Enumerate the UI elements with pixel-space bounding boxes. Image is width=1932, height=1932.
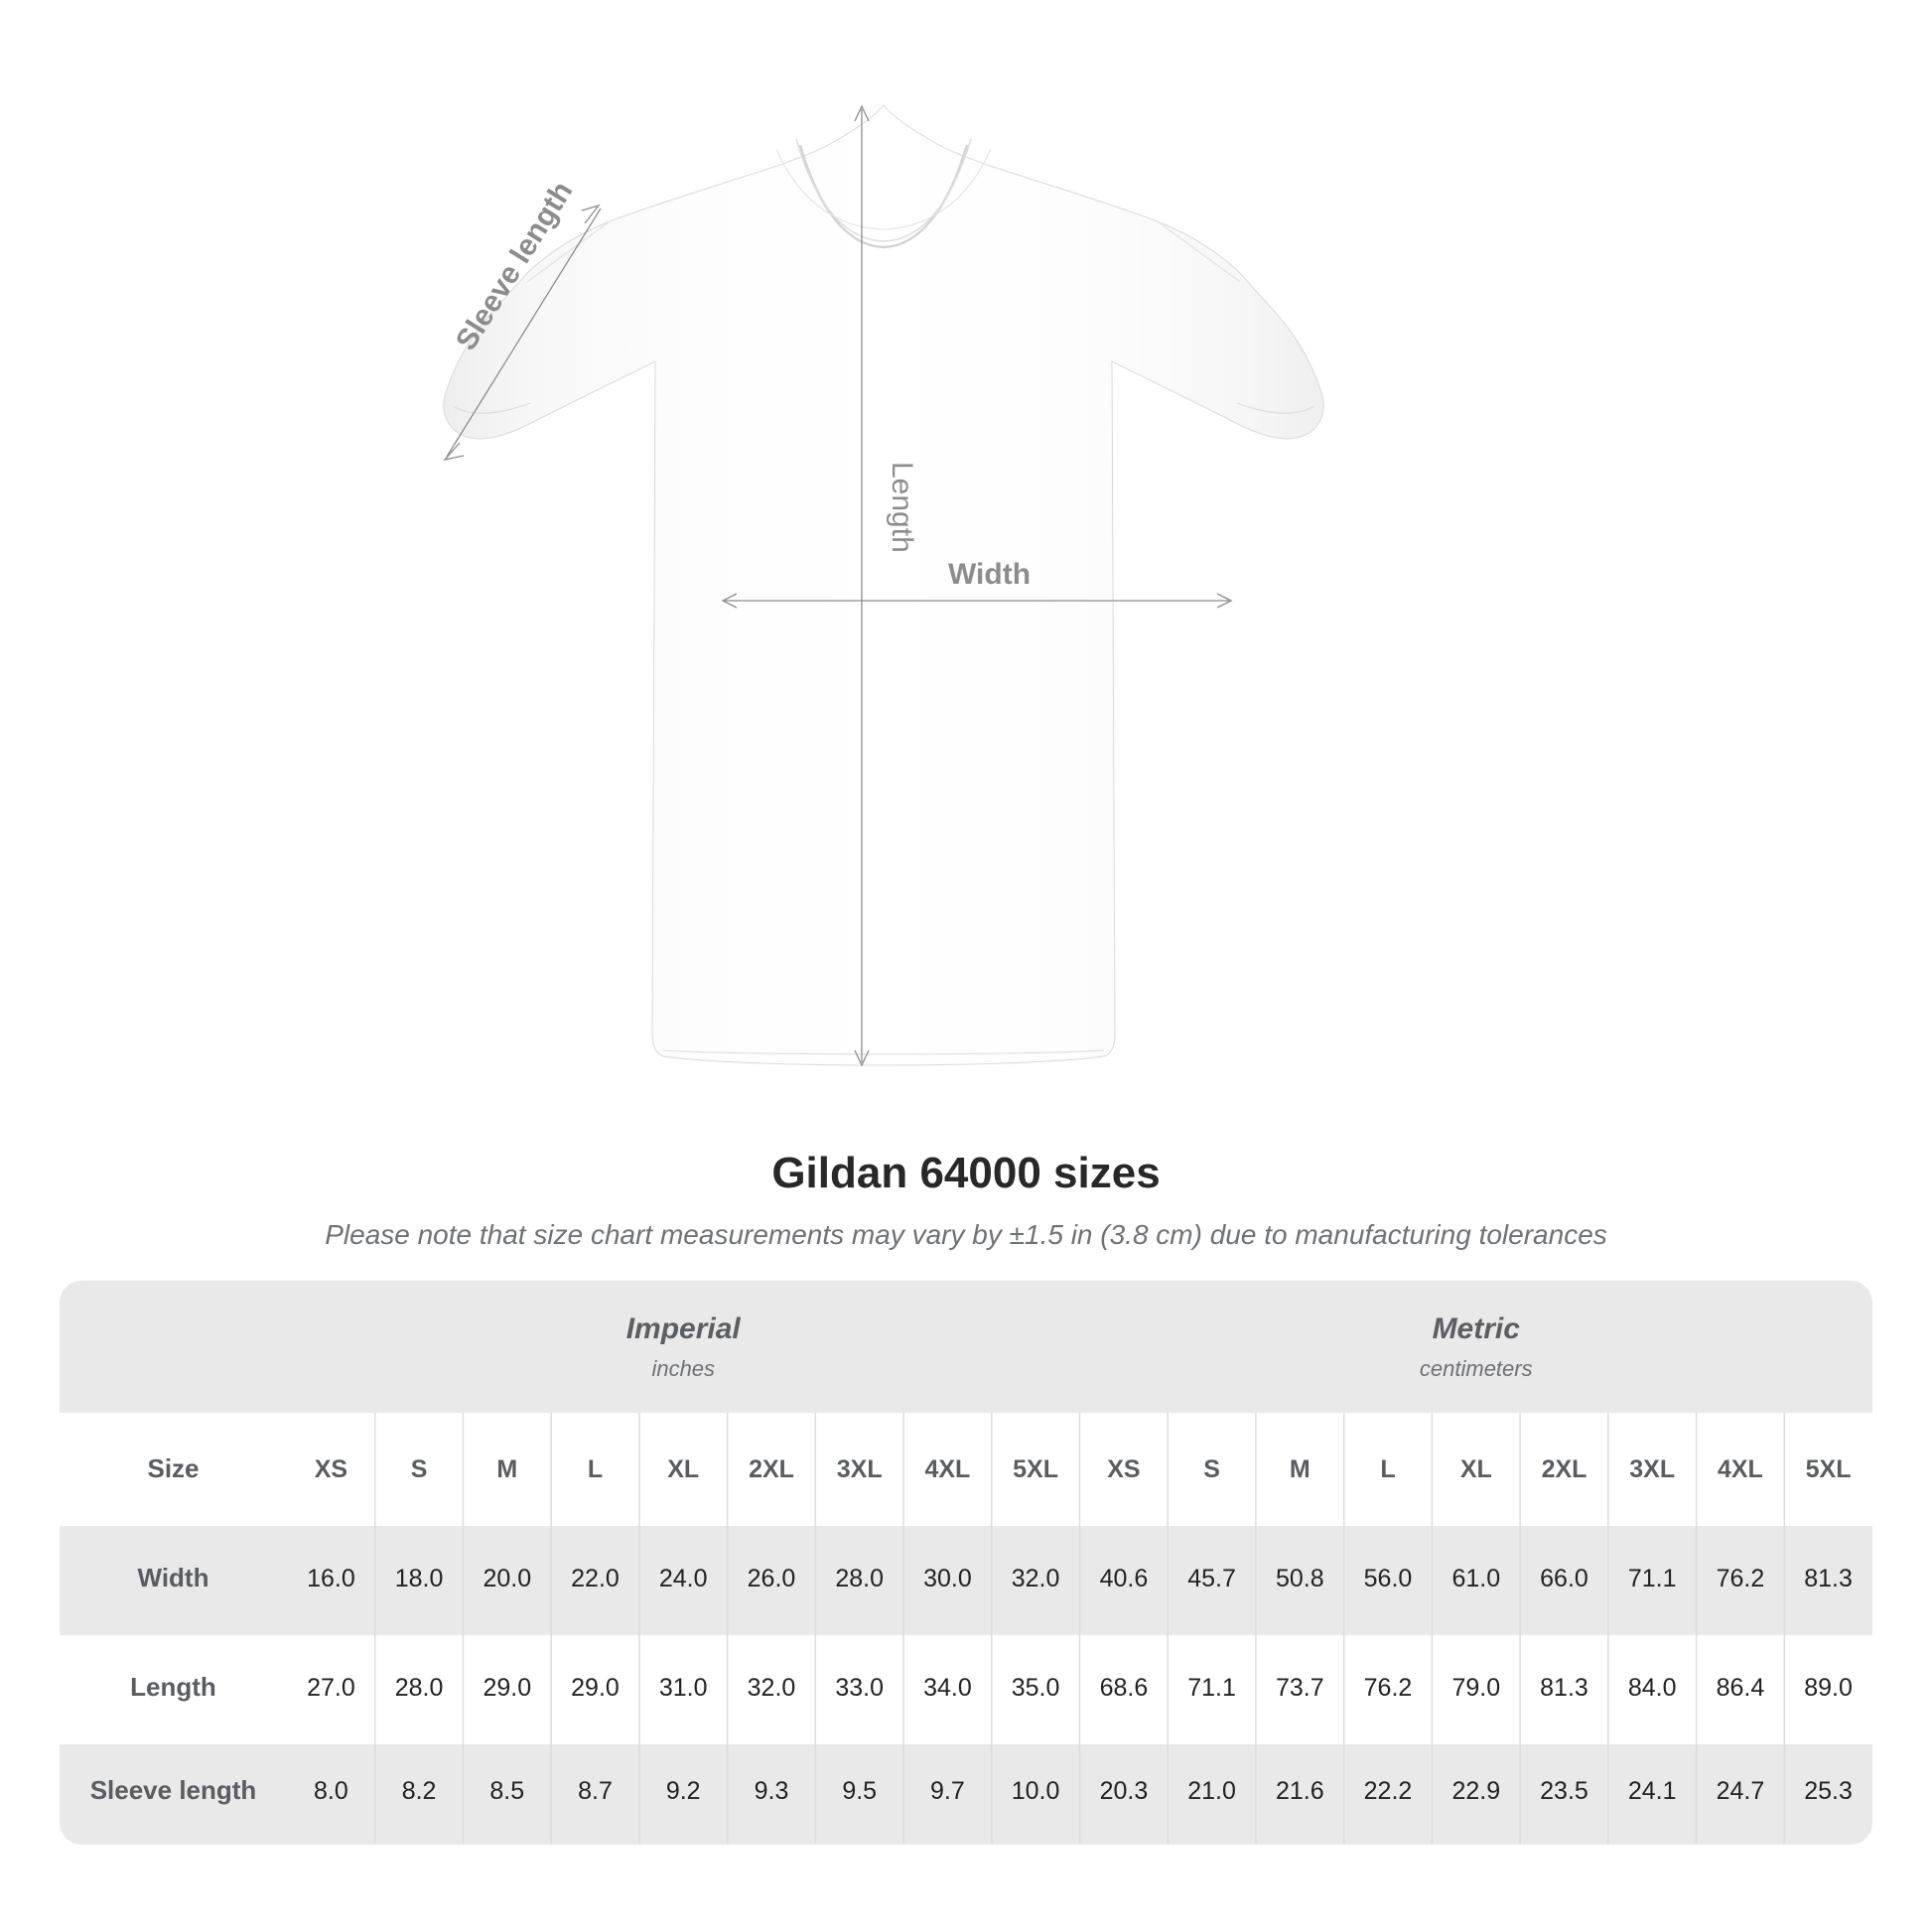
- svg-text:9.2: 9.2: [666, 1777, 701, 1805]
- svg-text:29.0: 29.0: [483, 1674, 531, 1702]
- svg-text:Width: Width: [138, 1563, 209, 1592]
- svg-text:M: M: [1290, 1455, 1311, 1483]
- svg-text:20.0: 20.0: [483, 1565, 531, 1592]
- svg-text:L: L: [1380, 1455, 1395, 1483]
- svg-text:20.3: 20.3: [1100, 1777, 1149, 1805]
- svg-text:21.6: 21.6: [1276, 1777, 1324, 1805]
- svg-text:30.0: 30.0: [923, 1565, 972, 1592]
- svg-text:40.6: 40.6: [1100, 1565, 1149, 1592]
- svg-text:31.0: 31.0: [659, 1674, 708, 1702]
- svg-text:S: S: [411, 1455, 428, 1483]
- svg-text:Sleeve length: Sleeve length: [90, 1775, 257, 1805]
- svg-text:3XL: 3XL: [837, 1455, 883, 1483]
- svg-text:24.7: 24.7: [1717, 1777, 1765, 1805]
- svg-text:L: L: [588, 1455, 603, 1483]
- svg-text:76.2: 76.2: [1717, 1565, 1765, 1592]
- svg-text:18.0: 18.0: [395, 1565, 444, 1592]
- svg-text:8.5: 8.5: [489, 1777, 524, 1805]
- svg-text:68.6: 68.6: [1100, 1674, 1149, 1702]
- svg-text:4XL: 4XL: [1718, 1455, 1763, 1483]
- svg-text:Length: Length: [886, 462, 918, 553]
- svg-text:9.5: 9.5: [842, 1777, 877, 1805]
- svg-text:22.0: 22.0: [571, 1565, 620, 1592]
- svg-text:Metric: Metric: [1433, 1312, 1521, 1345]
- svg-text:32.0: 32.0: [1012, 1565, 1060, 1592]
- svg-text:61.0: 61.0: [1451, 1565, 1500, 1592]
- svg-text:81.3: 81.3: [1540, 1674, 1588, 1702]
- svg-text:XS: XS: [315, 1455, 347, 1483]
- svg-text:29.0: 29.0: [571, 1674, 620, 1702]
- svg-text:32.0: 32.0: [748, 1674, 796, 1702]
- svg-text:S: S: [1203, 1455, 1220, 1483]
- svg-text:45.7: 45.7: [1187, 1565, 1236, 1592]
- svg-text:23.5: 23.5: [1540, 1777, 1588, 1805]
- svg-text:22.2: 22.2: [1364, 1777, 1413, 1805]
- svg-text:73.7: 73.7: [1276, 1674, 1324, 1702]
- svg-text:16.0: 16.0: [307, 1565, 355, 1592]
- svg-text:28.0: 28.0: [395, 1674, 444, 1702]
- svg-text:35.0: 35.0: [1012, 1674, 1060, 1702]
- svg-text:71.1: 71.1: [1187, 1674, 1236, 1702]
- svg-text:Imperial: Imperial: [626, 1312, 742, 1345]
- svg-text:71.1: 71.1: [1628, 1565, 1677, 1592]
- svg-text:9.7: 9.7: [930, 1777, 965, 1805]
- svg-text:27.0: 27.0: [307, 1674, 355, 1702]
- svg-text:8.0: 8.0: [314, 1777, 348, 1805]
- svg-text:Width: Width: [948, 558, 1031, 591]
- svg-text:9.3: 9.3: [755, 1777, 789, 1805]
- svg-text:86.4: 86.4: [1717, 1674, 1765, 1702]
- svg-text:76.2: 76.2: [1364, 1674, 1413, 1702]
- svg-text:centimeters: centimeters: [1420, 1356, 1533, 1381]
- svg-text:5XL: 5XL: [1806, 1455, 1852, 1483]
- svg-text:5XL: 5XL: [1013, 1455, 1058, 1483]
- svg-text:XL: XL: [667, 1455, 699, 1483]
- svg-text:28.0: 28.0: [835, 1565, 884, 1592]
- svg-text:2XL: 2XL: [749, 1455, 794, 1483]
- svg-text:XS: XS: [1107, 1455, 1140, 1483]
- svg-text:M: M: [496, 1455, 517, 1483]
- svg-text:22.9: 22.9: [1451, 1777, 1500, 1805]
- svg-text:56.0: 56.0: [1364, 1565, 1413, 1592]
- svg-text:8.7: 8.7: [578, 1777, 613, 1805]
- svg-text:84.0: 84.0: [1628, 1674, 1677, 1702]
- svg-text:21.0: 21.0: [1187, 1777, 1236, 1805]
- svg-text:4XL: 4XL: [924, 1455, 970, 1483]
- svg-text:inches: inches: [651, 1356, 715, 1381]
- svg-text:33.0: 33.0: [835, 1674, 884, 1702]
- svg-text:8.2: 8.2: [402, 1777, 437, 1805]
- svg-text:34.0: 34.0: [923, 1674, 972, 1702]
- svg-text:Size: Size: [147, 1453, 199, 1483]
- svg-text:25.3: 25.3: [1804, 1777, 1853, 1805]
- svg-text:XL: XL: [1460, 1455, 1492, 1483]
- svg-text:81.3: 81.3: [1804, 1565, 1853, 1592]
- svg-text:66.0: 66.0: [1540, 1565, 1588, 1592]
- svg-text:26.0: 26.0: [748, 1565, 796, 1592]
- svg-text:2XL: 2XL: [1542, 1455, 1587, 1483]
- svg-text:3XL: 3XL: [1629, 1455, 1675, 1483]
- svg-text:50.8: 50.8: [1276, 1565, 1324, 1592]
- svg-text:10.0: 10.0: [1012, 1777, 1060, 1805]
- svg-text:Length: Length: [130, 1672, 216, 1702]
- svg-text:89.0: 89.0: [1804, 1674, 1853, 1702]
- svg-text:24.1: 24.1: [1628, 1777, 1677, 1805]
- svg-text:24.0: 24.0: [659, 1565, 708, 1592]
- svg-text:79.0: 79.0: [1451, 1674, 1500, 1702]
